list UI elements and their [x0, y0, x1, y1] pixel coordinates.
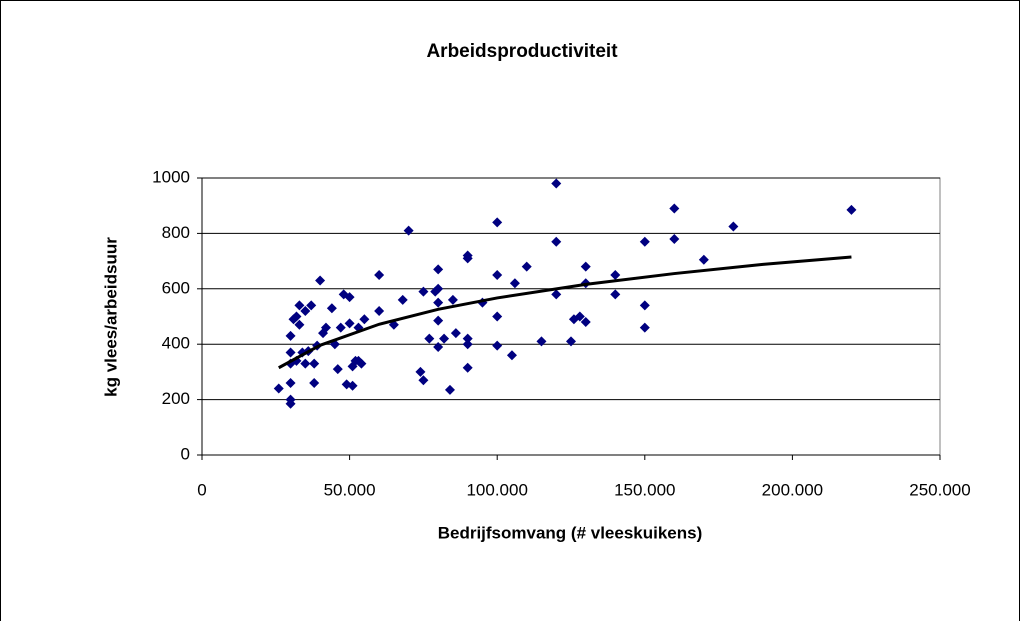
point — [433, 283, 444, 294]
point — [300, 358, 311, 369]
point — [639, 236, 650, 247]
point — [309, 358, 320, 369]
point — [492, 311, 503, 322]
y-tick-label: 0 — [181, 444, 190, 463]
point — [320, 322, 331, 333]
point — [294, 319, 305, 330]
point — [447, 294, 458, 305]
point — [335, 322, 346, 333]
point — [433, 264, 444, 275]
point — [291, 311, 302, 322]
point — [347, 380, 358, 391]
point — [285, 398, 296, 409]
point — [424, 333, 435, 344]
point — [639, 300, 650, 311]
point — [439, 333, 450, 344]
point — [462, 253, 473, 264]
point — [397, 294, 408, 305]
point — [285, 347, 296, 358]
point — [536, 336, 547, 347]
point — [433, 315, 444, 326]
point — [356, 358, 367, 369]
point — [403, 225, 414, 236]
point — [285, 377, 296, 388]
point — [418, 286, 429, 297]
y-tick-label: 1000 — [152, 167, 190, 186]
point — [306, 300, 317, 311]
x-tick-label: 150.000 — [614, 480, 675, 499]
point — [374, 269, 385, 280]
point — [580, 261, 591, 272]
point — [300, 305, 311, 316]
y-tick-label: 800 — [162, 223, 190, 242]
point — [294, 300, 305, 311]
point — [418, 375, 429, 386]
point — [551, 289, 562, 300]
point — [580, 317, 591, 328]
point — [639, 322, 650, 333]
point — [492, 340, 503, 351]
point — [698, 254, 709, 265]
x-tick-label: 100.000 — [466, 480, 527, 499]
y-tick-label: 200 — [162, 389, 190, 408]
x-tick-label: 250.000 — [909, 480, 970, 499]
y-axis-label: kg vlees/arbeidsuur — [101, 237, 120, 397]
x-axis-label: Bedrijfsomvang (# vleeskuikens) — [438, 523, 703, 542]
point — [551, 236, 562, 247]
plot-area — [201, 177, 941, 456]
point — [846, 204, 857, 215]
point — [309, 377, 320, 388]
point — [326, 303, 337, 314]
chart-title: Arbeidsproductiviteit — [426, 41, 618, 62]
point — [566, 336, 576, 347]
point — [374, 305, 385, 316]
trendline — [278, 255, 852, 370]
x-tick-label: 200.000 — [762, 480, 823, 499]
x-tick-label: 50.000 — [324, 480, 376, 499]
point — [669, 203, 680, 214]
point — [521, 261, 532, 272]
point — [728, 221, 739, 232]
x-tick-label: 0 — [197, 480, 206, 499]
point — [450, 328, 461, 339]
point — [492, 217, 503, 228]
point — [285, 330, 296, 341]
y-tick-label: 600 — [162, 278, 190, 297]
point — [610, 289, 621, 300]
point — [344, 318, 355, 329]
point — [506, 350, 517, 361]
point — [669, 233, 680, 244]
point — [344, 292, 355, 303]
point — [462, 339, 473, 350]
point — [610, 269, 621, 280]
point — [433, 341, 444, 352]
point — [433, 297, 444, 308]
point — [273, 383, 284, 394]
point — [492, 269, 503, 280]
point — [359, 314, 370, 325]
point — [332, 364, 343, 375]
point — [462, 362, 473, 373]
point — [415, 366, 426, 377]
point — [315, 275, 326, 286]
point — [509, 278, 520, 289]
point — [551, 178, 562, 189]
point — [574, 311, 585, 322]
y-tick-label: 400 — [162, 334, 190, 353]
point — [444, 384, 455, 395]
point — [462, 333, 473, 344]
